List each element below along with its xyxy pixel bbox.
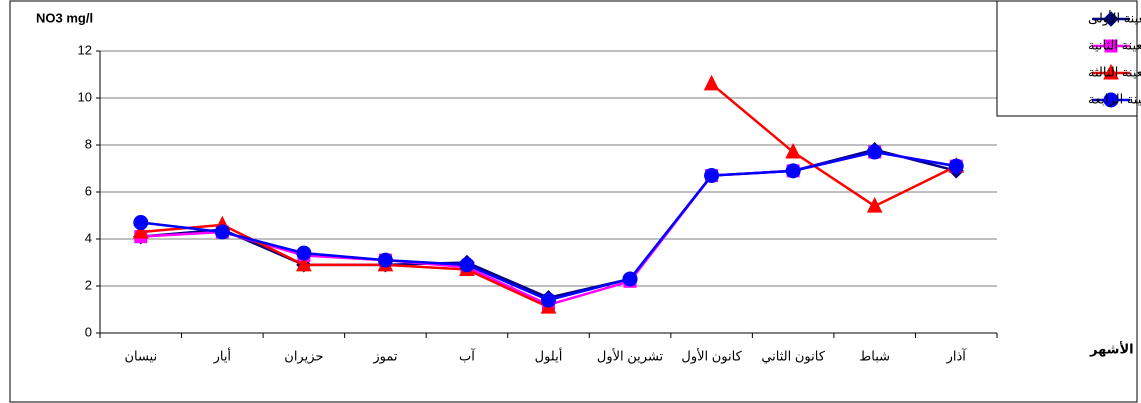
marker xyxy=(785,142,801,159)
y-tick-label: 4 xyxy=(85,230,92,245)
marker xyxy=(132,222,149,239)
legend-label: العينة الثانية xyxy=(1088,37,1141,52)
legend-label: العينة الرابعة xyxy=(1088,91,1141,107)
legend-label: العينة الثالثة xyxy=(1088,64,1141,79)
x-tick-label: تموز xyxy=(372,348,398,364)
chart-frame xyxy=(9,0,1138,403)
y-tick-label: 6 xyxy=(85,183,92,198)
x-tick-label: كانون الأول xyxy=(681,347,742,364)
marker xyxy=(867,144,883,160)
y-tick-label: 8 xyxy=(85,136,92,151)
legend-label: العينة الأولى xyxy=(1088,9,1141,26)
series-line xyxy=(140,82,957,309)
marker xyxy=(785,163,801,179)
x-tick-label: كانون الثاني xyxy=(761,348,825,364)
marker xyxy=(866,196,883,213)
marker xyxy=(1104,39,1118,53)
marker xyxy=(214,224,230,240)
x-tick-label: آذار xyxy=(946,347,968,364)
y-tick-label: 10 xyxy=(78,89,92,104)
marker xyxy=(622,271,638,287)
x-tick-label: آب xyxy=(459,347,476,363)
marker xyxy=(704,168,720,184)
marker xyxy=(133,215,149,231)
marker xyxy=(948,158,964,174)
x-tick-label: أيلول xyxy=(535,347,563,364)
marker xyxy=(377,252,393,268)
y-tick-label: 2 xyxy=(85,277,92,292)
x-tick-label: نيسان xyxy=(124,348,157,363)
y-tick-label: 12 xyxy=(78,42,92,57)
marker xyxy=(459,257,475,273)
x-tick-label: أيار xyxy=(213,347,231,364)
marker xyxy=(1103,11,1119,27)
x-tick-label: حزيران xyxy=(284,348,323,364)
marker xyxy=(1103,92,1119,108)
marker xyxy=(541,292,556,308)
x-tick-label: شباط xyxy=(859,348,890,363)
x-tick-label: تشرين الأول xyxy=(597,347,664,364)
y-axis-title: NO3 mg/l xyxy=(36,10,93,25)
marker xyxy=(296,255,312,272)
marker xyxy=(703,74,720,91)
marker xyxy=(296,245,312,261)
x-axis-title: الأشهر xyxy=(1089,340,1134,356)
marker xyxy=(1103,63,1119,80)
y-tick-label: 0 xyxy=(85,324,92,339)
